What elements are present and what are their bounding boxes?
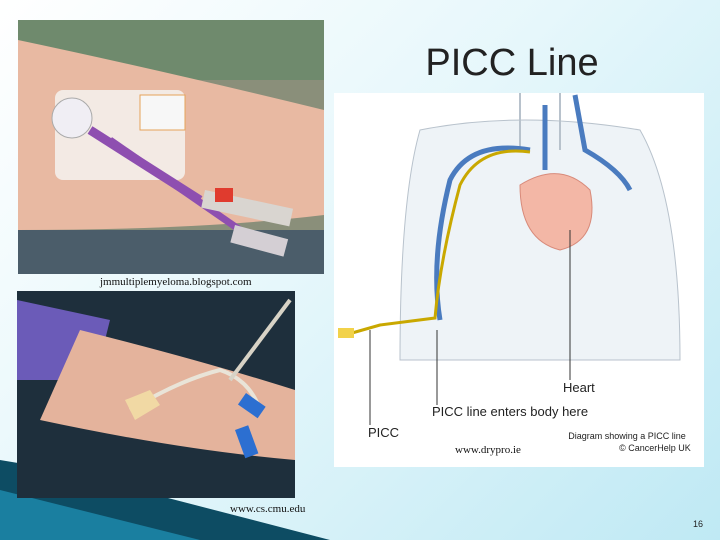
photo-arm-picc <box>18 20 324 274</box>
photo-credit: www.cs.cmu.edu <box>230 503 306 515</box>
photo-credit: www.drypro.ie <box>455 444 521 456</box>
diagram-label: PICC <box>368 425 399 440</box>
diagram-label: Heart <box>563 380 595 395</box>
diagram-caption: Diagram showing a PICC line <box>568 431 686 441</box>
slide-title: PICC Line <box>425 42 598 84</box>
decoration <box>0 490 200 540</box>
photo-arm-picc-2 <box>17 291 295 498</box>
diagram-caption: © CancerHelp UK <box>619 443 691 453</box>
photo-credit: jmmultiplemyeloma.blogspot.com <box>99 276 252 288</box>
diagram-label: PICC line enters body here <box>432 404 588 419</box>
diagram: Heart PICC line enters body here PICC Di… <box>334 93 704 467</box>
page-number: 16 <box>693 519 703 529</box>
